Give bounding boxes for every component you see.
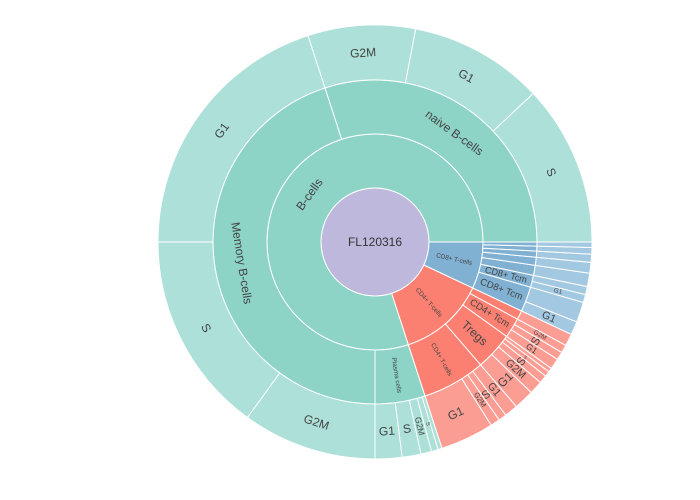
label-g1: G1 [553, 287, 563, 296]
label-s: S [402, 421, 412, 436]
segment-unlabeled[interactable] [536, 241, 593, 248]
segments [157, 24, 593, 460]
label-g1: G1 [445, 404, 466, 424]
label-g1: G1 [378, 424, 395, 439]
root-label: FL120316 [348, 235, 402, 249]
label-s: S [424, 422, 431, 427]
label-g1: G1 [540, 309, 558, 326]
label-g2m: G2M [413, 416, 427, 436]
label-g2m: G2M [350, 45, 377, 61]
label-s: S [523, 354, 528, 360]
label-g1: G1 [456, 66, 477, 86]
